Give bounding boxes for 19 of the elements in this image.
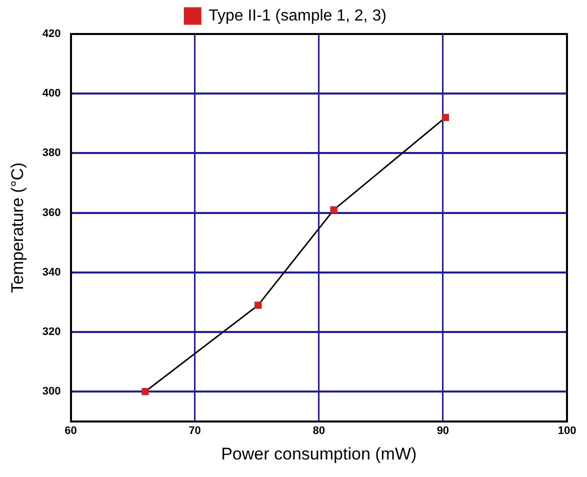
x-tick-label: 90 bbox=[436, 425, 450, 438]
x-tick-label: 60 bbox=[64, 425, 77, 438]
y-tick-label: 300 bbox=[42, 386, 61, 398]
legend-label: Type II-1 (sample 1, 2, 3) bbox=[208, 7, 386, 24]
y-tick-label: 420 bbox=[42, 28, 61, 40]
x-tick-label: 70 bbox=[188, 425, 201, 438]
y-tick-label: 400 bbox=[42, 88, 61, 100]
point bbox=[330, 206, 338, 214]
y-tick-label: 360 bbox=[42, 206, 61, 219]
x-tick-label: 100 bbox=[558, 425, 576, 438]
y-tick-label: 320 bbox=[42, 326, 61, 338]
y-tick-label: 380 bbox=[42, 147, 61, 160]
point bbox=[254, 302, 262, 309]
y-tick-label: 340 bbox=[42, 266, 61, 278]
x-axis-title: Power consumption (mW) bbox=[221, 444, 417, 464]
point bbox=[142, 388, 149, 396]
x-tick-label: 80 bbox=[312, 425, 325, 438]
y-axis-title: Temperature (°C) bbox=[8, 162, 27, 293]
point bbox=[442, 114, 449, 122]
